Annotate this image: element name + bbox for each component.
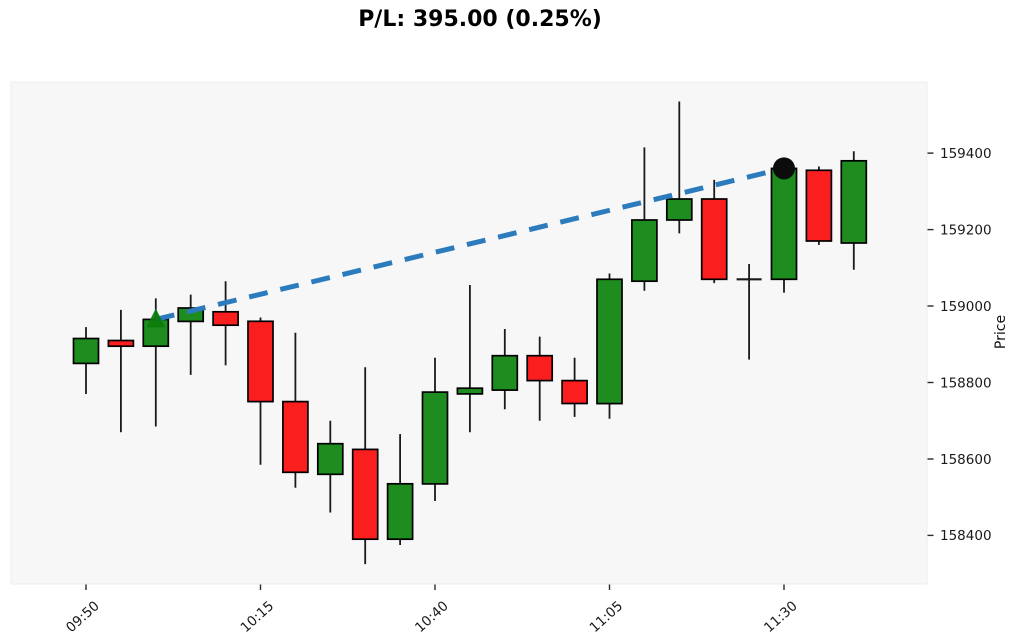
y-tick-label: 158800 xyxy=(940,375,992,391)
x-tick-label: 10:15 xyxy=(238,598,278,636)
candle-body-up xyxy=(72,337,100,365)
candle-body-down xyxy=(700,198,728,281)
x-tick-label: 11:30 xyxy=(761,598,801,636)
x-tick-label: 10:40 xyxy=(412,598,452,636)
candles-layer xyxy=(72,101,868,565)
y-tick-label: 159200 xyxy=(940,222,992,238)
candle-body-down xyxy=(247,320,274,403)
candle-body-up xyxy=(596,278,623,405)
x-tick-label: 09:50 xyxy=(63,598,103,636)
candle-body-down xyxy=(351,448,379,541)
y-tick-label: 159400 xyxy=(940,146,992,162)
candle-body-down xyxy=(526,354,554,382)
candle-body-up xyxy=(631,219,658,283)
candle-body-down xyxy=(107,339,135,348)
candle-body-up xyxy=(840,159,868,244)
exit-dot-marker-icon xyxy=(773,157,795,180)
x-tick-label: 11:05 xyxy=(587,598,627,636)
candle-body-down xyxy=(561,379,588,405)
candle-body-up xyxy=(456,387,484,395)
candle-body-up xyxy=(665,198,693,221)
y-tick-label: 159000 xyxy=(940,299,992,315)
candle-body-up xyxy=(316,442,344,476)
y-tick-label: 158600 xyxy=(940,452,992,468)
trade-dashed-line xyxy=(155,165,785,322)
entry-triangle-marker-icon xyxy=(146,308,166,328)
chart-title: P/L: 395.00 (0.25%) xyxy=(358,7,602,32)
y-tick-label: 158400 xyxy=(940,528,992,544)
candle-body-down xyxy=(282,400,309,474)
trade-overlay-layer xyxy=(146,157,795,328)
candle-body-up xyxy=(421,391,449,485)
candle-body-down xyxy=(212,310,239,327)
candle-body-up xyxy=(386,482,414,541)
candle-body-up xyxy=(770,167,798,281)
y-axis-label: Price xyxy=(993,315,1009,349)
candle-body-down xyxy=(805,169,833,242)
candle-body-up xyxy=(491,354,519,391)
